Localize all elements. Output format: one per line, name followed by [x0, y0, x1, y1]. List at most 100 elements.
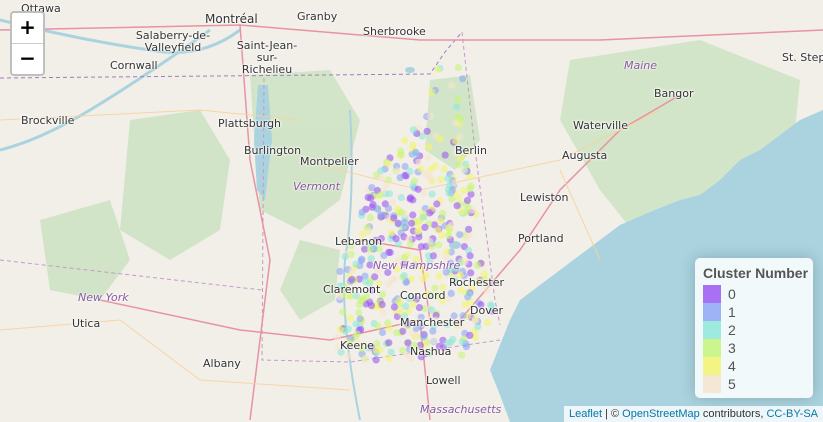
- city-label: Manchester: [400, 316, 465, 329]
- cluster-point: [443, 248, 451, 256]
- cluster-point: [339, 282, 347, 290]
- cluster-point: [400, 218, 409, 226]
- legend-swatch: [703, 285, 721, 303]
- leaflet-link[interactable]: Leaflet: [568, 408, 602, 420]
- cluster-point: [415, 158, 423, 166]
- cluster-point: [382, 181, 390, 189]
- cluster-point: [348, 267, 356, 275]
- cluster-point: [378, 328, 387, 337]
- cluster-point: [387, 229, 395, 237]
- cluster-point: [467, 269, 475, 277]
- cluster-point: [447, 289, 455, 297]
- cluster-point: [396, 174, 404, 182]
- cluster-point: [463, 196, 472, 204]
- cluster-point: [454, 95, 462, 103]
- cluster-point: [376, 191, 385, 199]
- license-link[interactable]: CC-BY-SA: [766, 408, 818, 420]
- city-label: Montpelier: [300, 155, 359, 168]
- cluster-point: [361, 245, 369, 253]
- cluster-point: [459, 312, 467, 320]
- cluster-point: [457, 115, 465, 123]
- cluster-point: [359, 295, 367, 303]
- cluster-point: [457, 208, 465, 216]
- cluster-point: [417, 165, 425, 173]
- city-label: Saint-Jean-sur-Richelieu: [236, 39, 298, 76]
- cluster-point: [462, 234, 470, 242]
- cluster-point: [453, 265, 461, 273]
- cluster-point: [454, 161, 463, 169]
- cluster-point: [456, 321, 465, 329]
- cluster-point: [440, 165, 448, 173]
- cluster-point: [385, 205, 393, 213]
- cluster-point: [421, 170, 429, 178]
- cluster-point: [374, 322, 382, 330]
- cluster-point: [426, 113, 434, 121]
- cluster-point: [443, 339, 451, 347]
- cluster-point: [407, 219, 416, 227]
- zoom-out-button[interactable]: −: [19, 46, 36, 70]
- city-label: Montréal: [205, 12, 258, 26]
- cluster-point: [405, 294, 413, 302]
- cluster-point: [358, 208, 366, 216]
- osm-link[interactable]: OpenStreetMap: [622, 408, 700, 420]
- city-label: Keene: [340, 339, 374, 352]
- cluster-point: [412, 148, 420, 156]
- cluster-point: [411, 341, 419, 349]
- attribution-separator: | ©: [602, 408, 623, 420]
- zoom-in-button[interactable]: +: [12, 13, 43, 44]
- cluster-point: [397, 308, 405, 316]
- cluster-point: [467, 190, 475, 198]
- cluster-point: [474, 323, 482, 331]
- cluster-point: [358, 255, 366, 263]
- cluster-point: [433, 292, 441, 300]
- cluster-point: [346, 314, 354, 322]
- cluster-point: [477, 301, 485, 309]
- cluster-point: [384, 160, 392, 168]
- cluster-point: [375, 280, 383, 288]
- cluster-point: [367, 255, 375, 263]
- cluster-point: [424, 349, 432, 357]
- legend-label: 1: [728, 304, 736, 320]
- cluster-point: [390, 275, 399, 283]
- cluster-point: [400, 272, 408, 280]
- cluster-point: [410, 300, 418, 308]
- attribution: Leaflet | © OpenStreetMap contributors, …: [563, 406, 823, 422]
- cluster-point: [393, 265, 401, 273]
- city-label: Albany: [203, 357, 241, 370]
- cluster-point: [474, 261, 482, 270]
- zoom-control: + −: [10, 11, 45, 76]
- cluster-point: [481, 275, 489, 283]
- cluster-point: [392, 235, 400, 243]
- cluster-point: [404, 320, 412, 328]
- cluster-point: [366, 298, 374, 306]
- cluster-point: [385, 190, 394, 198]
- cluster-point: [415, 233, 423, 241]
- cluster-point: [355, 301, 364, 309]
- cluster-point: [406, 195, 414, 203]
- city-label: Augusta: [562, 149, 608, 162]
- cluster-point: [465, 290, 473, 298]
- cluster-point: [390, 260, 399, 268]
- cluster-point: [393, 167, 401, 175]
- city-label: Nashua: [410, 345, 452, 358]
- cluster-point: [438, 231, 446, 240]
- cluster-point: [398, 208, 406, 216]
- cluster-point: [345, 339, 353, 347]
- legend: Cluster Number 0 1 2 3 4 5: [695, 258, 813, 398]
- cluster-point: [410, 177, 419, 185]
- cluster-point: [384, 268, 392, 276]
- cluster-point: [384, 319, 392, 327]
- cluster-point: [348, 275, 356, 284]
- cluster-point: [448, 195, 456, 203]
- cluster-point: [463, 148, 472, 156]
- cluster-point: [385, 324, 394, 333]
- cluster-point: [393, 329, 401, 337]
- cluster-point: [431, 316, 439, 324]
- cluster-point: [475, 277, 483, 285]
- cluster-point: [406, 240, 414, 248]
- cluster-point: [417, 243, 425, 251]
- city-label: Plattsburgh: [218, 117, 282, 130]
- cluster-point: [390, 214, 398, 222]
- cluster-point: [429, 327, 437, 335]
